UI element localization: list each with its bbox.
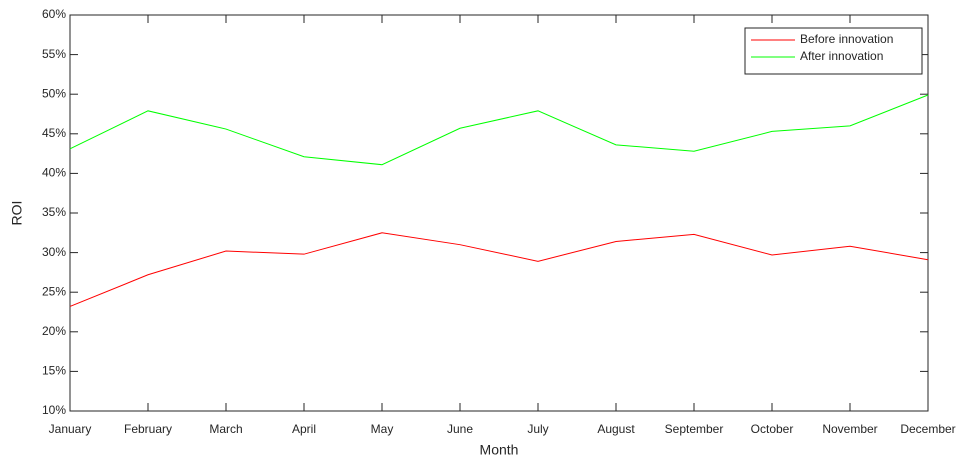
x-tick-label: March bbox=[209, 422, 242, 436]
x-tick-label: May bbox=[371, 422, 394, 436]
y-tick-label: 50% bbox=[42, 86, 66, 100]
x-tick-label: December bbox=[900, 422, 955, 436]
legend-label: Before innovation bbox=[800, 32, 893, 46]
legend bbox=[744, 27, 923, 75]
y-tick-label: 35% bbox=[42, 205, 66, 219]
y-tick-label: 40% bbox=[42, 166, 66, 180]
y-tick-label: 30% bbox=[42, 245, 66, 259]
x-tick-label: September bbox=[665, 422, 724, 436]
series-line bbox=[69, 94, 929, 166]
x-tick-label: November bbox=[822, 422, 877, 436]
series-line bbox=[69, 232, 929, 307]
x-tick-label: February bbox=[124, 422, 172, 436]
x-tick-label: October bbox=[751, 422, 794, 436]
y-tick-label: 20% bbox=[42, 324, 66, 338]
x-tick-label: July bbox=[527, 422, 548, 436]
x-tick-label: June bbox=[447, 422, 473, 436]
x-tick-label: January bbox=[49, 422, 92, 436]
y-tick-label: 60% bbox=[42, 7, 66, 21]
y-axis-label: ROI bbox=[9, 201, 25, 226]
y-tick-label: 25% bbox=[42, 284, 66, 298]
x-tick-label: April bbox=[292, 422, 316, 436]
plot-area bbox=[69, 14, 929, 412]
y-tick-label: 45% bbox=[42, 126, 66, 140]
legend-label: After innovation bbox=[800, 49, 883, 63]
y-tick-label: 55% bbox=[42, 47, 66, 61]
x-tick-label: August bbox=[597, 422, 635, 436]
y-tick-label: 10% bbox=[42, 403, 66, 417]
y-tick-label: 15% bbox=[42, 364, 66, 378]
x-axis-label: Month bbox=[480, 442, 519, 458]
